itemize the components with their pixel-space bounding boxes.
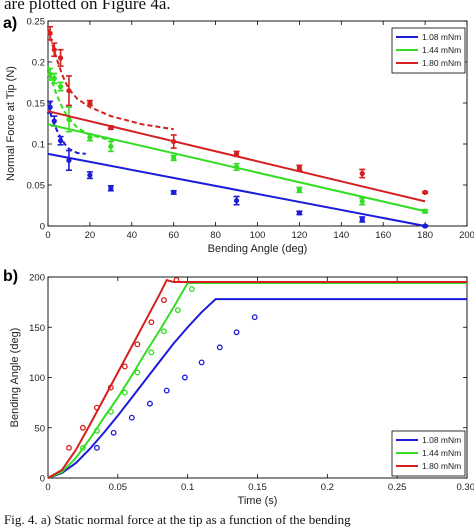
y-axis-label: Bending Angle (deg) <box>9 328 21 428</box>
x-axis-label: Time (s) <box>238 495 278 507</box>
data-point <box>297 210 302 215</box>
data-point <box>162 329 167 334</box>
x-tick-label: 0.2 <box>321 482 334 493</box>
legend-label: 1.08 mNm <box>422 32 461 42</box>
data-point <box>234 164 239 169</box>
data-point <box>162 298 167 303</box>
data-point <box>58 138 63 143</box>
x-tick-label: 20 <box>85 230 96 241</box>
data-point <box>135 370 140 375</box>
data-point <box>87 100 92 105</box>
legend-label: 1.80 mNm <box>422 461 461 471</box>
data-point <box>66 158 71 163</box>
y-tick-label: 50 <box>34 423 45 434</box>
y-tick-label: 0.1 <box>32 140 45 151</box>
x-axis-label: Bending Angle (deg) <box>208 243 308 255</box>
data-point <box>171 155 176 160</box>
data-point <box>164 388 169 393</box>
data-point <box>217 345 222 350</box>
data-point <box>111 430 116 435</box>
y-axis-label: Normal Force at Tip (N) <box>5 66 17 181</box>
data-point <box>297 165 302 170</box>
data-point <box>52 76 57 81</box>
data-point <box>58 84 63 89</box>
x-tick-label: 0.15 <box>248 482 267 493</box>
data-point <box>123 364 128 369</box>
data-point <box>171 139 176 144</box>
y-tick-label: 0.05 <box>27 181 46 192</box>
data-point <box>66 88 71 93</box>
data-point <box>171 190 176 195</box>
data-point <box>52 47 57 52</box>
data-point <box>123 390 128 395</box>
data-point <box>87 135 92 140</box>
y-tick-label: 0.2 <box>32 58 45 69</box>
data-point <box>95 446 100 451</box>
data-point <box>47 72 52 77</box>
data-point <box>423 223 428 228</box>
x-tick-label: 180 <box>417 230 433 241</box>
legend-label: 1.44 mNm <box>422 448 461 458</box>
data-point <box>423 190 428 195</box>
data-point <box>423 209 428 214</box>
data-point <box>183 375 188 380</box>
x-tick-label: 40 <box>127 230 138 241</box>
x-tick-label: 0 <box>45 482 50 493</box>
y-tick-label: 200 <box>29 273 45 284</box>
chart-a: 0 20 40 60 80 100 120 140 160 180 200 0 0.05 0.1 0.15 0… <box>5 17 474 256</box>
data-point <box>108 186 113 191</box>
data-point <box>87 173 92 178</box>
x-tick-label: 0.25 <box>388 482 407 493</box>
x-tick-label: 200 <box>459 230 474 241</box>
x-tick-label: 100 <box>250 230 266 241</box>
legend-label: 1.08 mNm <box>422 435 461 445</box>
x-tick-label: 120 <box>291 230 307 241</box>
data-point <box>360 217 365 222</box>
data-point <box>149 350 154 355</box>
y-tick-label: 0.15 <box>27 99 46 110</box>
data-point <box>47 105 52 110</box>
data-point <box>67 446 72 451</box>
y-tick-label: 0 <box>40 474 45 485</box>
data-point <box>234 151 239 156</box>
data-point <box>360 171 365 176</box>
data-point <box>176 308 181 313</box>
x-tick-label: 160 <box>375 230 391 241</box>
data-point <box>58 55 63 60</box>
data-point <box>199 360 204 365</box>
x-tick-label: 0.1 <box>181 482 194 493</box>
x-tick-label: 80 <box>210 230 221 241</box>
x-tick-label: 0 <box>45 230 50 241</box>
chart-b: 0 0.05 0.1 0.15 0.2 0.25 0.30 0 50 100 150 200 Time … <box>9 273 474 508</box>
data-point <box>47 31 52 36</box>
x-tick-label: 0.30 <box>457 482 474 493</box>
data-point <box>135 342 140 347</box>
data-point <box>234 198 239 203</box>
data-point <box>190 287 195 292</box>
data-point <box>81 425 86 430</box>
data-point <box>252 315 257 320</box>
data-point <box>130 415 135 420</box>
legend-label: 1.80 mNm <box>422 58 461 68</box>
y-tick-label: 0.25 <box>27 17 46 28</box>
x-tick-label: 140 <box>333 230 349 241</box>
data-point <box>297 187 302 192</box>
data-point <box>108 125 113 130</box>
data-point <box>108 144 113 149</box>
data-point <box>360 199 365 204</box>
legend-label: 1.44 mNm <box>422 45 461 55</box>
data-point <box>234 330 239 335</box>
y-tick-label: 150 <box>29 323 45 334</box>
data-point <box>52 118 57 123</box>
y-tick-label: 100 <box>29 373 45 384</box>
y-tick-label: 0 <box>40 222 45 233</box>
x-tick-label: 0.05 <box>109 482 128 493</box>
data-point <box>148 401 153 406</box>
data-point <box>149 320 154 325</box>
x-tick-label: 60 <box>168 230 179 241</box>
